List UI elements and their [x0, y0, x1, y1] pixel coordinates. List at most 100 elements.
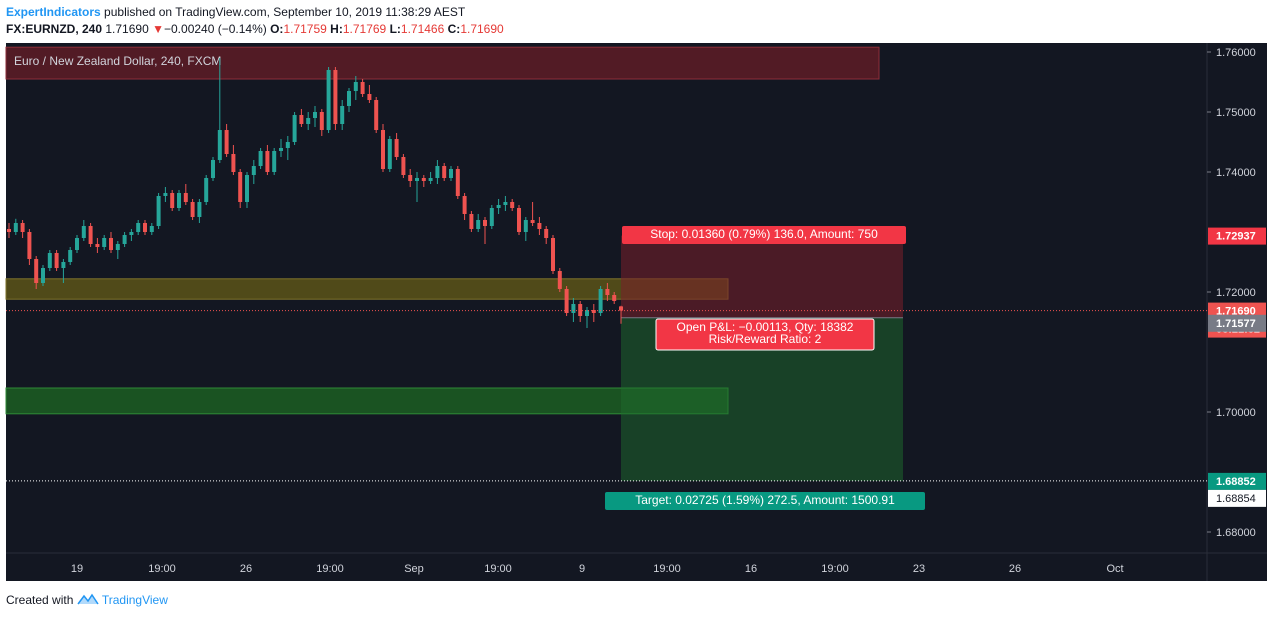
candle	[245, 172, 249, 208]
candle	[27, 229, 32, 265]
candle	[129, 229, 134, 241]
candle	[326, 67, 331, 133]
y-tick-label: 1.74000	[1216, 167, 1256, 179]
x-tick-label: 19:00	[484, 563, 512, 575]
stop-price-label-bg	[1208, 227, 1266, 245]
candle	[143, 220, 147, 235]
chart-title: Euro / New Zealand Dollar, 240, FXCM	[14, 54, 221, 68]
x-tick-label: 16	[745, 563, 757, 575]
current-price-label: 1.71690	[1216, 306, 1256, 318]
candle	[238, 169, 243, 208]
author-link[interactable]: ExpertIndicators	[6, 5, 101, 19]
candle	[408, 169, 413, 187]
candle	[75, 235, 79, 253]
svg-text:Target: 0.02725 (1.59%) 272.5,: Target: 0.02725 (1.59%) 272.5, Amount: 1…	[635, 493, 895, 507]
x-tick-label: 26	[240, 563, 252, 575]
candle	[149, 223, 154, 235]
candle	[523, 217, 528, 241]
symbol-info: FX:EURNZD, 240 1.71690 ▼−0.00240 (−0.14%…	[6, 22, 504, 36]
candle	[13, 218, 18, 235]
high-label: H:	[330, 22, 343, 36]
svg-text:Open P&L: −0.00113, Qty: 18382: Open P&L: −0.00113, Qty: 18382	[677, 320, 854, 334]
candle	[591, 304, 596, 322]
x-tick-label: 26	[1009, 563, 1021, 575]
candle	[170, 190, 175, 211]
candle	[347, 88, 351, 112]
candle	[381, 124, 385, 172]
candle	[401, 154, 406, 178]
candle	[571, 298, 576, 322]
created-with-text: Created with	[6, 593, 74, 607]
candle	[136, 220, 141, 235]
candle	[360, 79, 365, 97]
pnl-label: Open P&L: −0.00113, Qty: 18382Risk/Rewar…	[655, 318, 875, 351]
close-label: C:	[447, 22, 461, 36]
candle	[224, 124, 229, 157]
stop-price-label: 1.72937	[1216, 231, 1256, 243]
x-tick-label: 19:00	[821, 563, 849, 575]
svg-text:Risk/Reward Ratio: 2: Risk/Reward Ratio: 2	[709, 332, 822, 346]
candle	[306, 112, 311, 130]
x-tick-label: Sep	[404, 563, 424, 575]
tradingview-logo-icon[interactable]	[77, 593, 102, 607]
candle	[503, 196, 508, 211]
down-arrow-icon: ▼	[152, 22, 164, 36]
y-tick-label: 1.76000	[1216, 47, 1256, 59]
candle	[279, 139, 283, 157]
tradingview-link[interactable]: TradingView	[101, 593, 168, 607]
candle	[177, 190, 181, 211]
candle	[265, 145, 270, 175]
x-tick-label: 19	[71, 563, 83, 575]
open-value: 1.71759	[283, 22, 327, 36]
candle	[299, 109, 304, 127]
candle	[449, 166, 453, 181]
x-tick-label: 19:00	[653, 563, 681, 575]
zone-support	[5, 387, 729, 415]
candle	[557, 268, 562, 292]
candle	[428, 172, 433, 184]
svg-text:Stop: 0.01360 (0.79%) 136.0, A: Stop: 0.01360 (0.79%) 136.0, Amount: 750	[650, 227, 878, 241]
candle	[551, 235, 555, 274]
y-tick-label: 1.72000	[1216, 287, 1256, 299]
candle	[272, 148, 277, 175]
candle	[496, 199, 501, 214]
candle	[95, 238, 100, 253]
x-tick-label: 19:00	[316, 563, 344, 575]
candle	[34, 256, 39, 289]
candle	[367, 85, 372, 103]
candle	[585, 307, 589, 328]
candle	[340, 100, 345, 130]
candle	[476, 214, 481, 232]
candle	[333, 67, 338, 130]
candle	[163, 187, 168, 202]
candle	[421, 175, 426, 187]
candle	[313, 106, 317, 127]
x-tick-label: Oct	[1106, 563, 1123, 575]
candle	[20, 220, 25, 238]
candle	[292, 112, 297, 145]
candle	[374, 97, 379, 133]
candle	[578, 301, 583, 322]
candle	[435, 160, 440, 184]
candle	[81, 220, 86, 241]
publish-info: ExpertIndicators published on TradingVie…	[6, 5, 465, 19]
candle	[204, 175, 209, 205]
zone-mid	[5, 278, 729, 300]
candle	[319, 109, 324, 136]
candle	[258, 148, 263, 169]
candle	[41, 265, 45, 286]
y-tick-label: 1.68000	[1216, 527, 1256, 539]
target-label: Target: 0.02725 (1.59%) 272.5, Amount: 1…	[605, 492, 925, 510]
target-alt-bg	[1208, 489, 1266, 507]
candle	[455, 166, 460, 199]
candle	[211, 157, 215, 181]
close-value: 1.71690	[460, 22, 504, 36]
candle	[530, 202, 535, 226]
candle	[61, 259, 66, 283]
candle	[510, 199, 515, 211]
x-tick-label: 9	[579, 563, 585, 575]
price-change: −0.00240 (−0.14%)	[164, 22, 267, 36]
candle	[122, 232, 127, 247]
entry-price-label: 1.71577	[1216, 318, 1256, 330]
